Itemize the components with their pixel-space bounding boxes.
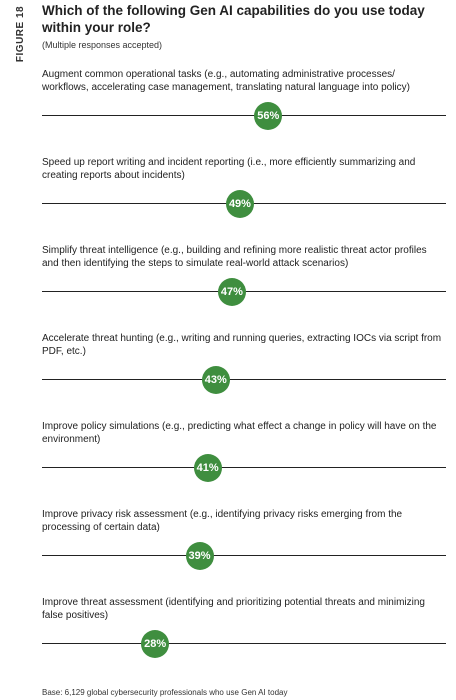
chart-row: Augment common operational tasks (e.g., … (0, 66, 456, 154)
dot-plot: Augment common operational tasks (e.g., … (0, 66, 456, 682)
chart-row: Simplify threat intelligence (e.g., buil… (0, 242, 456, 330)
chart-row: Speed up report writing and incident rep… (0, 154, 456, 242)
value-bubble: 43% (201, 366, 230, 394)
track-line (42, 115, 446, 116)
chart-row: Improve policy simulations (e.g., predic… (0, 418, 456, 506)
category-label: Speed up report writing and incident rep… (42, 157, 416, 181)
value-bubble: 39% (185, 542, 214, 570)
category-label: Simplify threat intelligence (e.g., buil… (42, 245, 427, 269)
chart-row: Improve privacy risk assessment (e.g., i… (0, 506, 456, 594)
category-label: Accelerate threat hunting (e.g., writing… (42, 333, 442, 357)
value-bubble: 56% (254, 102, 283, 130)
category-label: Improve threat assessment (identifying a… (42, 597, 425, 621)
category-label: Improve policy simulations (e.g., predic… (42, 421, 437, 445)
value-bubble: 47% (217, 278, 246, 306)
chart-row: Improve threat assessment (identifying a… (0, 594, 456, 682)
value-bubble: 28% (141, 630, 170, 658)
category-label: Augment common operational tasks (e.g., … (42, 69, 410, 93)
track-line (42, 467, 446, 468)
track-line (42, 643, 446, 644)
value-bubble: 49% (225, 190, 254, 218)
track-line (42, 379, 446, 380)
base-note: Base: 6,129 global cybersecurity profess… (42, 688, 288, 697)
chart-row: Accelerate threat hunting (e.g., writing… (0, 330, 456, 418)
chart-subtitle: (Multiple responses accepted) (42, 40, 163, 50)
category-label: Improve privacy risk assessment (e.g., i… (42, 509, 403, 533)
value-bubble: 41% (193, 454, 222, 482)
chart-title: Which of the following Gen AI capabiliti… (42, 3, 425, 35)
track-line (42, 555, 446, 556)
figure-label: FIGURE 18 (15, 5, 26, 63)
